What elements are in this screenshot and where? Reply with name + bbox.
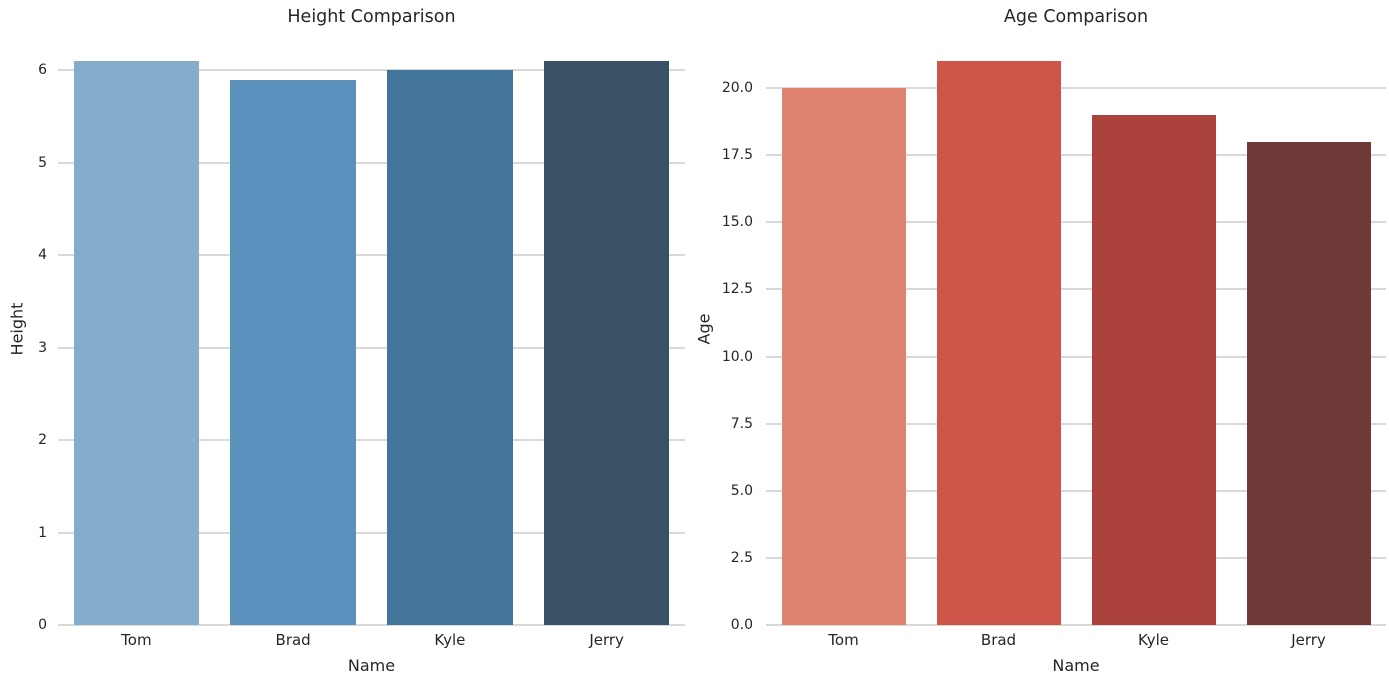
gridline [766,221,1386,224]
gridline [58,254,685,257]
y-tick-label: 4 [38,247,47,264]
gridline [58,439,685,442]
chart-title: Age Comparison [1003,7,1149,27]
age-comparison-chart: Age Comparison Age 0.0 2.5 5.0 7.5 10.0 12.5 1… [694,0,1389,690]
y-tick-label: 6 [38,62,47,79]
bar-brad [936,61,1061,625]
gridline [766,288,1386,291]
x-tick-label: Jerry [589,631,624,649]
gridline [766,489,1386,492]
chart-title: Height Comparison [287,7,456,27]
y-axis-ticks: 0.0 2.5 5.0 7.5 10.0 12.5 15.0 17.5 20.0 [694,33,753,632]
y-tick-label: 1 [38,524,47,541]
gridline [766,624,1386,626]
x-tick-label: Jerry [1291,631,1326,649]
y-tick-label: 5 [38,154,47,171]
x-tick-label: Kyle [434,631,466,649]
y-tick-label: 10.0 [721,348,753,365]
x-axis-label: Name [1052,656,1100,675]
gridline [58,161,685,164]
gridline [58,69,685,72]
x-tick-label: Brad [275,631,311,649]
y-tick-label: 2.5 [730,549,753,566]
gridline [58,346,685,349]
y-tick-label: 0 [38,617,47,633]
y-tick-label: 15.0 [721,214,753,231]
plot-area [58,33,685,626]
x-tick-label: Kyle [1137,631,1170,649]
x-axis-ticks: Tom Brad Kyle Jerry [766,631,1386,651]
y-tick-label: 17.5 [721,147,753,164]
y-tick-label: 2 [38,432,47,449]
y-tick-label: 20.0 [721,80,753,97]
x-tick-label: Tom [828,631,859,649]
bar-jerry [543,61,670,625]
y-tick-label: 7.5 [730,415,753,432]
y-axis-ticks: 0 1 2 3 4 5 6 [0,33,47,632]
gridline [58,624,685,626]
x-axis-ticks: Tom Brad Kyle Jerry [58,631,685,651]
plot-area [766,33,1386,626]
gridline [766,154,1386,157]
gridline [58,531,685,534]
y-tick-label: 5.0 [730,482,753,499]
bar-kyle [387,70,513,625]
y-tick-label: 3 [38,339,47,356]
x-tick-label: Tom [121,631,152,649]
bar-brad [230,79,356,625]
gridline [766,556,1386,559]
x-tick-label: Brad [980,631,1017,649]
bar-tom [781,88,906,625]
x-axis-label: Name [347,656,396,675]
bar-tom [73,61,200,625]
bar-kyle [1091,114,1216,625]
y-tick-label: 0.0 [730,617,753,633]
gridline [766,87,1386,90]
gridline [766,355,1386,358]
bar-jerry [1246,141,1371,625]
gridline [766,422,1386,425]
y-tick-label: 12.5 [721,281,753,298]
